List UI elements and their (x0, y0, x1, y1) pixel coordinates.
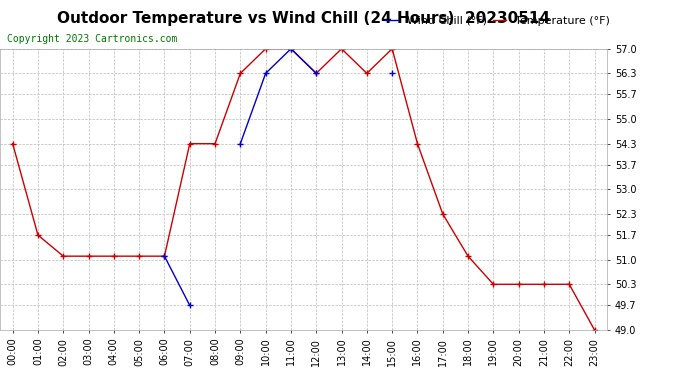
Text: Copyright 2023 Cartronics.com: Copyright 2023 Cartronics.com (7, 34, 177, 44)
Text: Outdoor Temperature vs Wind Chill (24 Hours)  20230514: Outdoor Temperature vs Wind Chill (24 Ho… (57, 11, 550, 26)
Legend: Wind Chill (°F), Temperature (°F): Wind Chill (°F), Temperature (°F) (380, 11, 614, 30)
